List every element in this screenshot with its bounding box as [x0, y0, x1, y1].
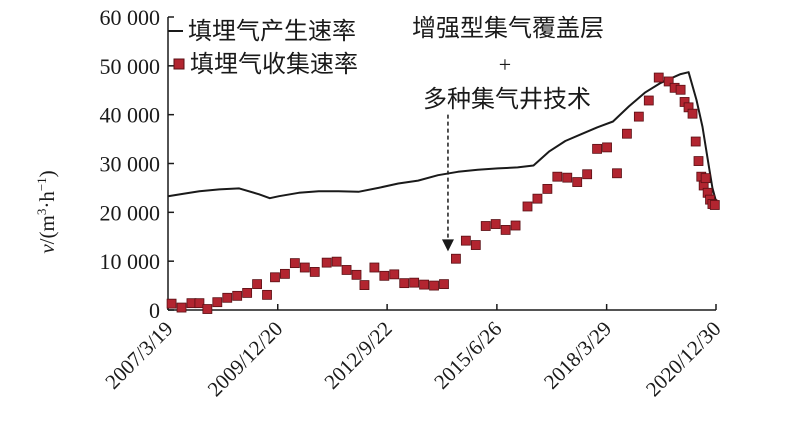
collection-rate-point	[470, 240, 481, 250]
collection-rate-point	[379, 270, 390, 281]
collection-rate-point	[331, 256, 342, 267]
collection-rate-point	[399, 278, 410, 289]
annotation-plus: +	[499, 52, 511, 77]
collection-rate-point	[429, 280, 439, 291]
y-tick-label: 30 000	[100, 152, 161, 177]
annotation: 增强型集气覆盖层 + 多种集气井技术	[412, 15, 604, 113]
collection-rate-point	[222, 292, 233, 303]
collection-rate-point	[389, 269, 400, 280]
collection-rate-point	[582, 169, 593, 180]
collection-rate-point	[510, 220, 521, 231]
x-tick-label: 2015/6/26	[429, 317, 506, 394]
annotation-line-1: 增强型集气覆盖层	[412, 15, 604, 42]
collection-rate-point	[612, 168, 622, 179]
x-tick-label: 2020/12/30	[641, 317, 726, 402]
collection-rate-point	[166, 298, 177, 309]
y-tick-label: 40 000	[100, 103, 161, 128]
y-tick-label: 10 000	[100, 249, 161, 274]
collection-rate-point	[369, 262, 380, 273]
collection-rate-point	[675, 84, 686, 95]
collection-rate-point	[500, 225, 511, 235]
collection-rate-point	[289, 258, 300, 269]
collection-rate-point	[690, 136, 701, 147]
collection-rate-point	[532, 193, 543, 204]
collection-rate-point	[252, 279, 262, 290]
y-tick-label: 50 000	[100, 54, 161, 79]
collection-rate-point	[490, 219, 501, 229]
collection-rate-point	[572, 177, 583, 187]
y-tick-label: 60 000	[100, 5, 161, 30]
collection-rate-point	[351, 269, 362, 280]
y-tick-label: 0	[149, 298, 160, 323]
x-tick-label: 2012/9/22	[319, 317, 396, 394]
collection-rate-point	[309, 267, 320, 277]
collection-rate-point	[643, 95, 654, 106]
collection-rate-point	[299, 262, 310, 273]
annotation-line-3: 多种集气井技术	[423, 86, 591, 113]
collection-rate-point	[194, 298, 205, 309]
collection-rate-point	[460, 235, 471, 246]
collection-rate-point	[341, 265, 352, 275]
collection-rate-series	[166, 72, 720, 314]
collection-rate-point	[270, 272, 280, 283]
collection-rate-point	[242, 288, 253, 298]
collection-rate-point	[687, 108, 698, 119]
collection-rate-point	[451, 253, 461, 264]
collection-rate-point	[663, 76, 674, 87]
collection-rate-point	[262, 289, 272, 300]
y-axis-label: v/(m3·h−1)	[34, 170, 59, 253]
x-tick-label: 2018/3/29	[539, 317, 616, 394]
collection-rate-point	[633, 111, 644, 122]
legend-label-generation: 填埋气产生速率	[188, 18, 356, 45]
x-tick-label: 2009/12/20	[203, 317, 288, 402]
collection-rate-point	[693, 156, 704, 166]
collection-rate-point	[592, 143, 602, 154]
collection-rate-point	[321, 257, 332, 268]
legend-square-marker	[173, 58, 185, 70]
collection-rate-point	[480, 221, 491, 231]
collection-rate-point	[202, 304, 213, 314]
collection-rate-point	[439, 279, 449, 290]
collection-rate-point	[622, 128, 632, 139]
collection-rate-point	[409, 277, 420, 288]
x-tick-label: 2007/3/19	[100, 317, 177, 394]
collection-rate-point	[562, 172, 573, 183]
legend: 填埋气产生速率 填埋气收集速率	[168, 18, 358, 78]
collection-rate-point	[359, 280, 370, 290]
arrow-head	[441, 239, 454, 252]
annotation-arrow	[441, 114, 454, 252]
collection-rate-point	[709, 200, 720, 210]
collection-rate-point	[232, 290, 243, 301]
collection-rate-point	[212, 297, 223, 308]
collection-rate-point	[522, 201, 533, 212]
collection-rate-point	[602, 142, 612, 153]
collection-rate-point	[542, 183, 553, 194]
collection-rate-point	[176, 302, 187, 313]
generation-rate-line	[167, 71, 718, 203]
generation-rate-series	[167, 71, 718, 203]
collection-rate-point	[280, 268, 290, 279]
y-tick-label: 20 000	[100, 200, 161, 225]
collection-rate-point	[552, 171, 563, 182]
legend-label-collection: 填埋气收集速率	[190, 51, 358, 78]
collection-rate-point	[700, 173, 711, 184]
collection-rate-point	[419, 279, 430, 290]
collection-rate-point	[653, 72, 664, 83]
